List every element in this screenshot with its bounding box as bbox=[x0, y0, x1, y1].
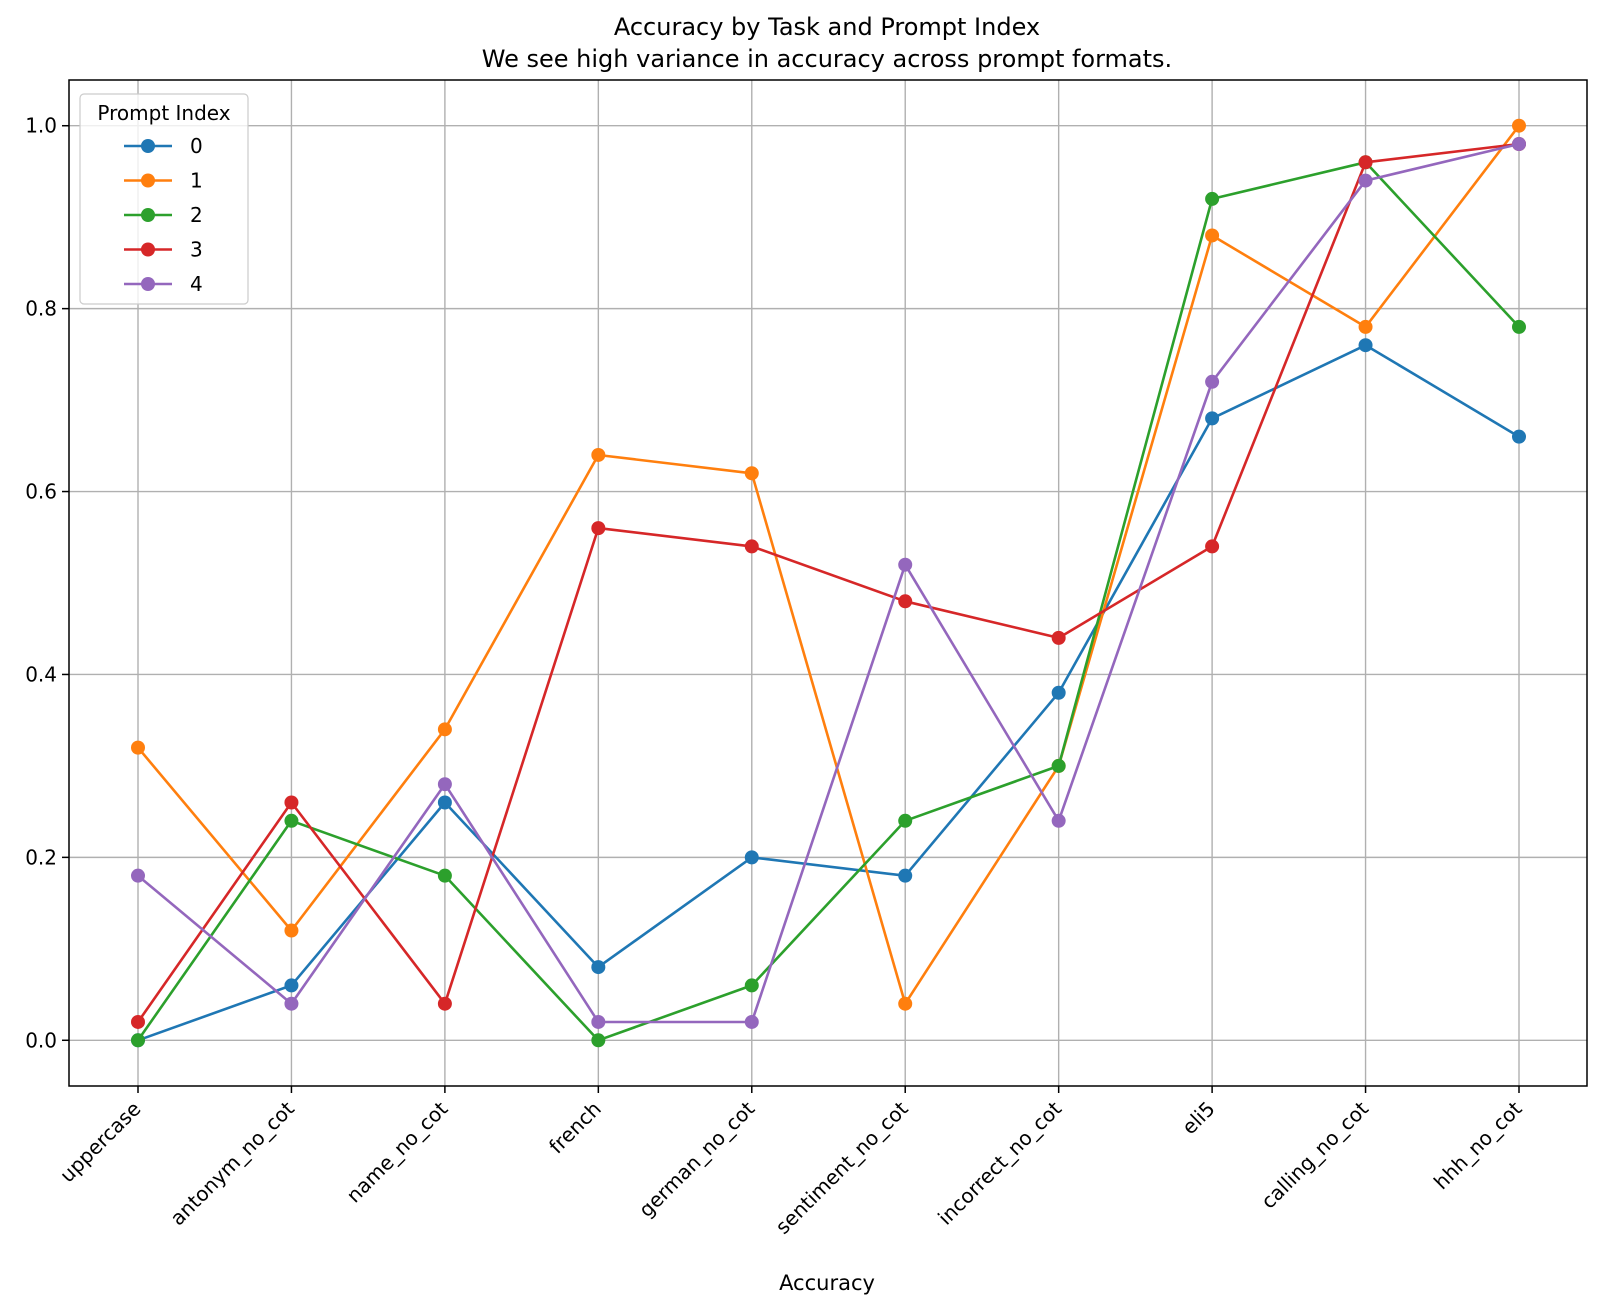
data-point bbox=[1358, 319, 1373, 334]
legend-marker bbox=[141, 242, 155, 257]
y-tick-label: 0.4 bbox=[25, 662, 57, 686]
plot-area-frame bbox=[68, 79, 1588, 1087]
data-point bbox=[1051, 630, 1066, 645]
data-point bbox=[898, 813, 913, 828]
data-point bbox=[1358, 338, 1373, 353]
legend-label: 4 bbox=[190, 272, 203, 296]
series-3 bbox=[131, 137, 1526, 1029]
data-point bbox=[437, 722, 452, 737]
series-4 bbox=[131, 137, 1526, 1029]
series-line bbox=[136, 142, 1521, 1024]
data-point bbox=[591, 521, 606, 536]
legend-item: 4 bbox=[124, 272, 203, 296]
legend-box bbox=[79, 93, 249, 305]
data-point bbox=[1512, 429, 1526, 444]
data-point bbox=[284, 813, 299, 828]
data-point bbox=[898, 594, 913, 609]
data-point bbox=[591, 1014, 606, 1029]
data-point bbox=[744, 850, 759, 865]
data-point bbox=[1205, 191, 1220, 206]
data-point bbox=[1512, 118, 1526, 133]
data-point bbox=[591, 1033, 606, 1048]
legend-label: 0 bbox=[190, 134, 203, 158]
data-point bbox=[1512, 319, 1526, 334]
data-point bbox=[1205, 374, 1220, 389]
data-point bbox=[1205, 539, 1220, 554]
x-axis-label: Accuracy bbox=[779, 1271, 875, 1295]
y-tick-label: 0.8 bbox=[25, 297, 57, 321]
legend-item: 2 bbox=[124, 203, 203, 227]
legend-label: 3 bbox=[190, 238, 203, 262]
data-point bbox=[131, 1014, 145, 1029]
legend-item: 1 bbox=[124, 169, 203, 193]
data-point bbox=[284, 795, 299, 810]
series-lines bbox=[131, 118, 1526, 1048]
data-point bbox=[591, 960, 606, 975]
data-point bbox=[898, 996, 913, 1011]
data-point bbox=[437, 996, 452, 1011]
data-point bbox=[284, 978, 299, 993]
data-point bbox=[591, 447, 606, 462]
legend-label: 1 bbox=[190, 169, 203, 193]
data-point bbox=[131, 740, 145, 755]
data-point bbox=[898, 868, 913, 883]
data-point bbox=[1205, 411, 1220, 426]
grid bbox=[69, 80, 1587, 1086]
series-line bbox=[136, 142, 1521, 1024]
data-point bbox=[437, 777, 452, 792]
data-point bbox=[744, 1014, 759, 1029]
legend-marker bbox=[141, 277, 155, 291]
legend-item: 3 bbox=[124, 238, 203, 262]
y-tick-label: 1.0 bbox=[25, 114, 57, 138]
data-point bbox=[1051, 685, 1066, 700]
data-point bbox=[131, 1033, 145, 1048]
data-point bbox=[898, 557, 913, 572]
series-line bbox=[136, 161, 1521, 1042]
legend-label: 2 bbox=[190, 203, 203, 227]
legend-marker bbox=[141, 173, 155, 188]
legend-title: Prompt Index bbox=[97, 101, 230, 125]
legend: Prompt Index 0 1 2 3 4 bbox=[79, 93, 249, 305]
chart-title: Accuracy by Task and Prompt Index bbox=[614, 13, 1040, 41]
data-point bbox=[1205, 228, 1220, 243]
data-point bbox=[1512, 137, 1526, 152]
data-point bbox=[1358, 155, 1373, 170]
data-point bbox=[284, 923, 299, 938]
legend-marker bbox=[141, 208, 155, 222]
data-point bbox=[1051, 758, 1066, 773]
data-point bbox=[1051, 813, 1066, 828]
y-tick-label: 0.0 bbox=[25, 1028, 57, 1052]
data-point bbox=[744, 539, 759, 554]
data-point bbox=[437, 868, 452, 883]
data-point bbox=[744, 466, 759, 481]
y-tick-label: 0.2 bbox=[25, 845, 57, 869]
y-tick-label: 0.6 bbox=[25, 480, 57, 504]
data-point bbox=[744, 978, 759, 993]
legend-marker bbox=[141, 139, 155, 153]
data-point bbox=[437, 795, 452, 810]
data-point bbox=[1358, 173, 1373, 188]
chart-subtitle: We see high variance in accuracy across … bbox=[482, 45, 1172, 73]
data-point bbox=[131, 868, 145, 883]
data-point bbox=[284, 996, 299, 1011]
legend-item: 0 bbox=[124, 134, 203, 158]
